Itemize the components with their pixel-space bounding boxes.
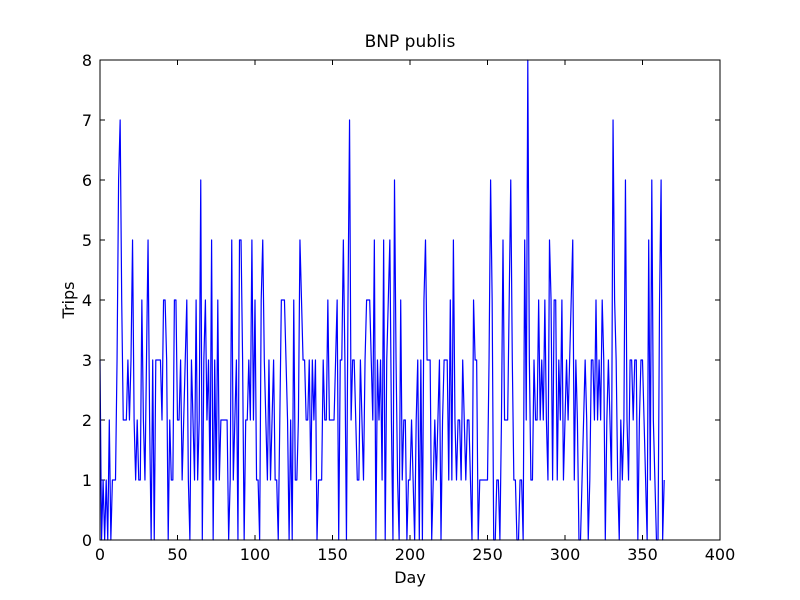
x-tick-label: 0 [95,545,105,564]
y-tick-label: 3 [82,351,92,370]
y-tick-label: 0 [82,531,92,550]
x-tick-label: 350 [627,545,658,564]
y-tick-label: 7 [82,111,92,130]
y-tick-label: 6 [82,171,92,190]
x-axis-label: Day [394,568,426,587]
y-axis-label: Trips [59,282,78,320]
x-tick-label: 250 [472,545,503,564]
plot-frame [99,59,721,541]
data-line [99,59,665,541]
y-tick-label: 1 [82,471,92,490]
x-tick-label: 50 [167,545,187,564]
x-tick-label: 400 [705,545,736,564]
x-tick-label: 150 [317,545,348,564]
y-tick-label: 4 [82,291,92,310]
y-tick-label: 8 [82,51,92,70]
chart-title: BNP publis [365,32,456,52]
x-tick-label: 100 [240,545,271,564]
x-tick-label: 200 [395,545,426,564]
x-tick-label: 300 [550,545,581,564]
y-tick-label: 5 [82,231,92,250]
y-tick-label: 2 [82,411,92,430]
